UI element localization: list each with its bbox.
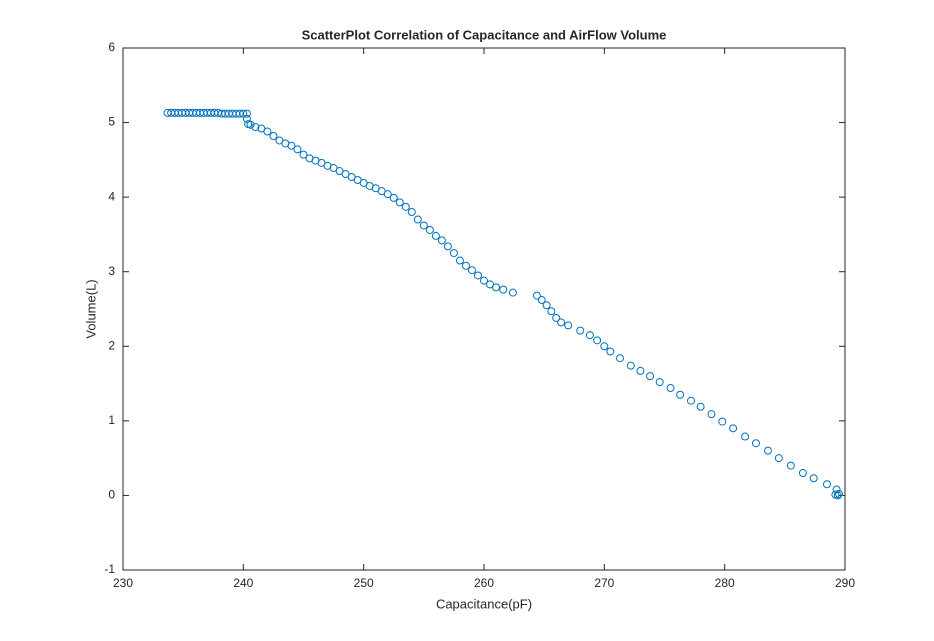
point (455, 256, 464, 265)
point (542, 301, 551, 310)
x-tick-label: 250 (354, 576, 374, 590)
point (532, 291, 541, 300)
y-tick-label: -1 (104, 562, 115, 576)
point (246, 120, 255, 129)
x-tick-label: 290 (835, 576, 855, 590)
point (443, 242, 452, 251)
point (419, 221, 428, 230)
point (407, 208, 416, 217)
y-tick-label: 2 (108, 338, 115, 352)
point (576, 326, 585, 335)
y-tick-label: 6 (108, 40, 115, 54)
x-tick-label: 260 (474, 576, 494, 590)
point (395, 198, 404, 207)
point (293, 145, 302, 154)
point (832, 485, 841, 494)
point (557, 318, 566, 327)
point (686, 396, 695, 405)
point (425, 225, 434, 234)
point (626, 361, 635, 370)
point (585, 331, 594, 340)
point (287, 141, 296, 150)
point (786, 461, 795, 470)
point (547, 307, 556, 316)
x-tick-label: 280 (715, 576, 735, 590)
x-axis-label: Capacitance(pF) (436, 596, 532, 611)
y-tick-label: 1 (108, 413, 115, 427)
y-tick-label: 3 (108, 264, 115, 278)
point (809, 474, 818, 483)
point (242, 109, 251, 118)
point (461, 261, 470, 270)
point (263, 127, 272, 136)
point (646, 372, 655, 381)
point (413, 215, 422, 224)
y-tick-label: 5 (108, 115, 115, 129)
point (299, 150, 308, 159)
point (401, 202, 410, 211)
chart-title: ScatterPlot Correlation of Capacitance a… (302, 27, 667, 42)
point (480, 276, 488, 285)
point (718, 417, 727, 426)
point (615, 354, 624, 363)
y-tick-label: 0 (108, 488, 115, 502)
point (508, 288, 517, 297)
point (600, 342, 609, 351)
y-axis-label: Volume(L) (83, 279, 98, 338)
x-tick-label: 230 (113, 576, 133, 590)
point (537, 296, 546, 305)
point (251, 123, 260, 132)
point (552, 313, 561, 322)
point (676, 390, 685, 399)
point (437, 236, 446, 245)
point (492, 283, 501, 292)
point (473, 271, 482, 280)
point (696, 402, 705, 411)
x-tick-label: 270 (594, 576, 614, 590)
point (383, 190, 392, 199)
y-tick-label: 4 (108, 189, 115, 203)
point (389, 193, 398, 202)
point (751, 439, 760, 448)
point (655, 378, 664, 387)
point (499, 285, 508, 294)
point (834, 489, 843, 498)
point (636, 366, 645, 375)
point (833, 491, 842, 500)
point (431, 231, 440, 240)
point (763, 446, 772, 455)
point (242, 114, 251, 123)
point (666, 384, 675, 393)
point (564, 321, 573, 330)
point (822, 480, 831, 489)
point (606, 347, 615, 356)
point (449, 249, 458, 258)
point (593, 336, 602, 345)
point (467, 266, 476, 275)
point (741, 432, 750, 441)
point (707, 410, 716, 419)
point (774, 454, 783, 463)
point (269, 131, 278, 140)
point (729, 424, 738, 433)
point (798, 469, 807, 478)
x-tick-label: 240 (233, 576, 253, 590)
